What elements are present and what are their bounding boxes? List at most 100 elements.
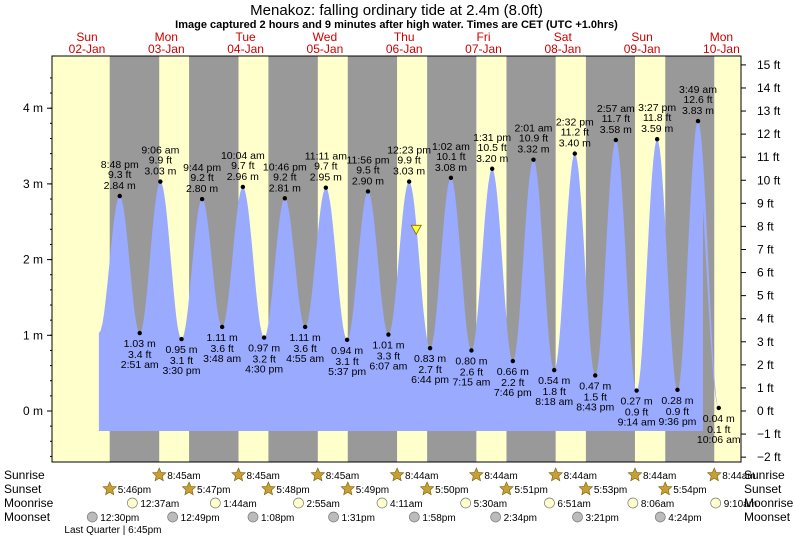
day-date-label: 10-Jan [703, 42, 740, 56]
right-axis-tick-label: 11 ft [757, 150, 780, 164]
tide-extreme-label: 1.11 m [289, 332, 321, 344]
tide-extreme-dot [695, 118, 701, 124]
tide-extreme-label: 10.1 ft [436, 151, 465, 163]
tide-extreme-label: 9.2 ft [190, 172, 213, 184]
right-axis-tick-label: 1 ft [757, 381, 774, 395]
tide-extreme-label: 3.4 ft [128, 349, 151, 361]
sunset-icon [419, 481, 435, 496]
right-axis-tick-label: 10 ft [757, 173, 781, 187]
tide-extreme-label: 12:23 pm [387, 145, 431, 157]
tide-extreme-dot [531, 157, 536, 162]
tide-extreme-label: 9.3 ft [108, 169, 131, 181]
tide-extreme-label: 4:55 am [286, 353, 324, 365]
right-axis-tick-label: 2 ft [757, 358, 774, 372]
moonset-time: 4:24pm [668, 513, 701, 524]
tide-extreme-label: 6:07 am [369, 361, 407, 373]
tide-extreme-label: 3.1 ft [335, 356, 358, 368]
tide-extreme-label: 2.6 ft [460, 366, 483, 378]
tide-extreme-label: 11.8 ft [643, 112, 671, 124]
day-date-label: 03-Jan [148, 42, 185, 56]
sunrise-icon [151, 467, 167, 482]
tide-extreme-label: 2.95 m [310, 172, 342, 184]
moonset-time: 12:30pm [100, 513, 139, 524]
moonrise-time: 1:44am [223, 499, 256, 510]
moonrise-icon [209, 497, 221, 509]
tide-extreme-dot [179, 336, 184, 342]
tide-extreme-label: 0.94 m [331, 345, 363, 357]
tide-extreme-label: 2:01 am [514, 123, 552, 135]
tide-extreme-label: 2.96 m [227, 171, 259, 183]
left-axis-tick-label: 4 m [23, 101, 43, 115]
right-axis-tick-label: −1 ft [757, 427, 781, 441]
tide-extreme-label: 10:04 am [221, 150, 265, 162]
tide-extreme-label: 2.2 ft [501, 377, 524, 389]
tide-extreme-label: 1.5 ft [584, 391, 607, 403]
tide-extreme-dot [427, 345, 433, 351]
tide-extreme-dot [552, 367, 557, 373]
tide-extreme-label: 3.58 m [600, 124, 632, 136]
right-axis-tick-label: 3 ft [757, 335, 774, 349]
sunrise-icon [310, 467, 326, 482]
moonrise-row-label-right: Moonrise [744, 496, 793, 510]
tide-extreme-dot [510, 358, 516, 364]
moonset-icon [654, 511, 666, 523]
tide-extreme-dot [386, 332, 391, 337]
tide-extreme-dot [302, 324, 308, 330]
tide-extreme-dot [117, 193, 122, 199]
plot-frame [51, 55, 742, 463]
tide-extreme-label: 4:30 pm [245, 364, 283, 376]
day-name-label: Wed [313, 30, 337, 44]
moonrise-icon [126, 497, 138, 509]
right-axis-tick-label: 14 ft [757, 81, 781, 95]
tide-extreme-label: 0.9 ft [666, 406, 689, 418]
day-name-label: Mon [710, 30, 733, 44]
tide-extreme-label: 3.03 m [144, 166, 176, 178]
tide-extreme-label: 1.01 m [372, 340, 404, 352]
right-axis-tick-label: 9 ft [757, 196, 774, 210]
tide-curve [98, 121, 719, 431]
tide-extreme-label: 9:06 am [141, 145, 179, 157]
sunset-time: 5:53pm [594, 485, 627, 496]
tide-extreme-label: 0.95 m [165, 344, 197, 356]
tide-extreme-label: 6:44 pm [411, 374, 449, 386]
right-axis-tick-label: 5 ft [757, 289, 774, 303]
tide-extreme-label: 3:49 am [679, 84, 717, 96]
sunrise-time: 8:45am [167, 471, 200, 482]
chart-title: Menakoz: falling ordinary tide at 2.4m (… [250, 2, 543, 19]
tide-extreme-dot [634, 388, 639, 393]
right-axis-tick-label: 7 ft [757, 242, 774, 256]
sunset-time: 5:48pm [276, 485, 309, 496]
tide-extreme-label: 3.08 m [435, 162, 467, 174]
day-date-label: 04-Jan [227, 42, 264, 56]
tide-extreme-dot [219, 324, 225, 330]
tide-extreme-label: 2.90 m [352, 175, 384, 187]
tide-extreme-label: 11:56 pm [346, 154, 389, 166]
sunset-icon [578, 481, 594, 496]
tide-extreme-dot [158, 179, 163, 184]
sunrise-time: 8:44am [643, 471, 676, 482]
tide-extreme-label: 3.2 ft [252, 354, 275, 366]
day-date-label: 02-Jan [69, 42, 106, 56]
left-axis-tick-label: 2 m [23, 253, 43, 267]
sunrise-icon [231, 467, 246, 482]
right-axis-tick-label: −2 ft [757, 450, 781, 464]
sunrise-icon [627, 467, 643, 482]
tide-extreme-label: 2.7 ft [418, 364, 441, 376]
moonset-time: 1:31pm [342, 513, 375, 524]
tide-extreme-label: 1.11 m [206, 332, 238, 344]
moonset-icon [328, 511, 339, 523]
sunset-time: 5:49pm [356, 485, 389, 496]
moonrise-icon [710, 497, 722, 509]
tide-extreme-label: 0.9 ft [625, 407, 648, 419]
sunrise-time: 8:45am [326, 471, 359, 482]
moonrise-row-label-left: Moonrise [4, 496, 54, 510]
left-axis-tick-label: 1 m [23, 328, 43, 342]
right-axis-tick-label: 13 ft [757, 104, 781, 118]
tide-extreme-dot [613, 137, 619, 143]
tide-extreme-label: 7:15 am [452, 376, 490, 388]
tide-extreme-label: 9.9 ft [397, 155, 420, 167]
moonrise-icon [627, 497, 639, 509]
tide-extreme-label: 3.3 ft [377, 351, 400, 363]
sunset-row-label-right: Sunset [744, 482, 782, 496]
tide-extreme-label: 10:06 am [697, 434, 741, 446]
